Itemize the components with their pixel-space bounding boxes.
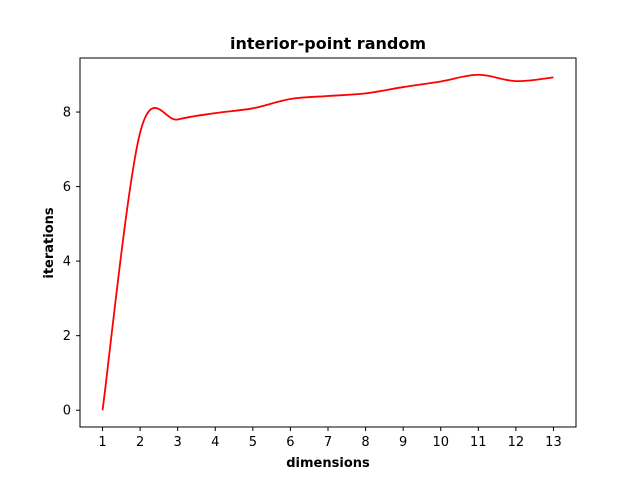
x-axis-label: dimensions [286, 456, 370, 471]
x-tick-label: 6 [286, 435, 294, 450]
y-tick-label: 0 [63, 404, 71, 419]
axes-frame [79, 57, 577, 428]
x-tick-label: 9 [399, 435, 407, 450]
x-tick-label: 3 [174, 435, 182, 450]
x-tick-label: 13 [545, 435, 562, 450]
x-tick-label: 1 [98, 435, 106, 450]
series-line [101, 73, 554, 411]
x-tick-label: 7 [324, 435, 332, 450]
y-tick-label: 4 [63, 255, 71, 270]
chart-title: interior-point random [230, 34, 426, 53]
x-tick-label: 4 [211, 435, 219, 450]
x-axis: 1 2 3 4 5 6 7 8 9 10 11 12 13 [98, 427, 562, 450]
x-tick-label: 5 [249, 435, 257, 450]
x-tick-label: 11 [470, 435, 487, 450]
y-tick-label: 8 [63, 106, 71, 121]
y-axis: 0 2 4 6 8 [63, 106, 80, 419]
y-tick-label: 2 [63, 329, 71, 344]
y-tick-label: 6 [63, 180, 71, 195]
x-tick-label: 10 [432, 435, 449, 450]
x-tick-label: 8 [361, 435, 369, 450]
y-axis-label: iterations [42, 207, 57, 279]
x-tick-label: 12 [508, 435, 525, 450]
x-tick-label: 2 [136, 435, 144, 450]
